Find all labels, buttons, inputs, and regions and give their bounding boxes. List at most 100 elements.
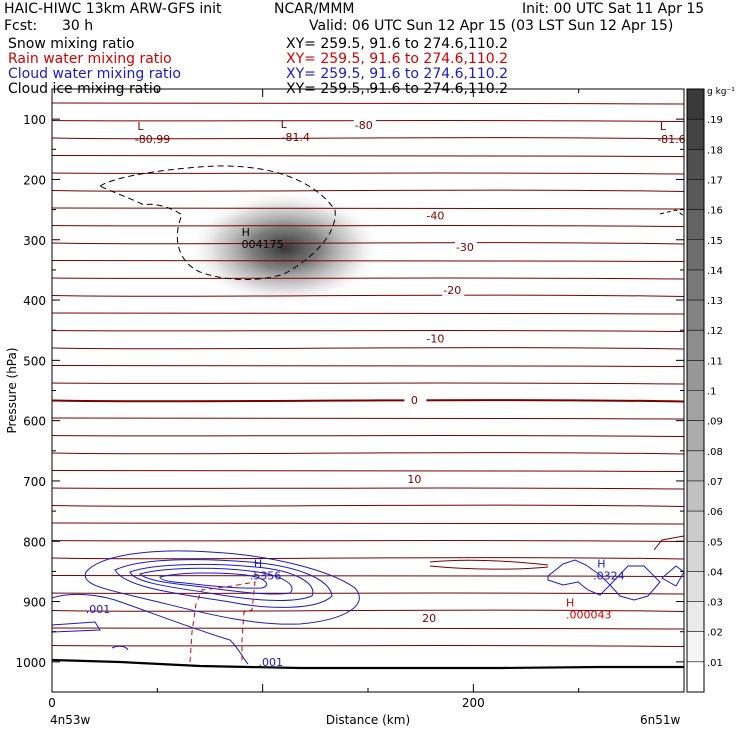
snow-contour-edge	[659, 209, 685, 217]
colorbar-tick-label: .09	[707, 417, 723, 428]
temperature-contour	[51, 347, 685, 350]
cloud-water-max-marker: H	[254, 557, 262, 570]
temperature-label-bg	[425, 332, 448, 345]
colorbar-swatch	[687, 330, 704, 361]
temperature-contour	[51, 434, 685, 437]
cloud-water-label: .001	[86, 603, 111, 616]
field-cloudwater-name: Cloud water mixing ratio	[8, 66, 181, 82]
colorbar-swatch	[687, 571, 704, 602]
cloud-water-max-value: .0324	[593, 569, 625, 582]
x-end-label-right: 6n51w	[640, 713, 681, 727]
temperature-contour	[51, 627, 685, 630]
field-snow-name: Snow mixing ratio	[8, 36, 135, 52]
temperature-label-bg	[419, 611, 442, 624]
temperature-contour	[51, 609, 685, 612]
temperature-contour	[51, 470, 685, 472]
temperature-label: 20	[422, 612, 436, 625]
field-snow-xy: XY= 259.5, 91.6 to 274.6,110.2	[286, 36, 509, 52]
low-value: -81.4	[281, 131, 309, 144]
temperature-label-bg	[442, 283, 465, 296]
cloud-ice-shading-blob	[187, 190, 383, 306]
temperature-contour	[51, 294, 685, 297]
cloud-water-contour-base	[51, 593, 249, 665]
temperature-contour	[51, 504, 685, 507]
temperature-contour	[51, 207, 685, 210]
temperature-label-bg	[454, 240, 477, 253]
cloud-water-contour	[159, 572, 268, 589]
temperature-contour	[51, 592, 685, 595]
snow-contours	[98, 165, 685, 280]
temperature-contour	[51, 399, 685, 403]
colorbar: .01 .02 .03 .04 .05 .06 .07 .08 .09 .1 .11 .12 .13 .1…	[686, 87, 735, 693]
temperature-contour	[51, 312, 685, 315]
temperature-label: 0	[411, 394, 418, 407]
temperature-contour	[51, 487, 685, 490]
colorbar-tick-label: .1	[707, 387, 717, 398]
temperature-label: -20	[443, 284, 461, 297]
y-axis-label: Pressure (hPa)	[5, 347, 19, 433]
temperature-contour	[51, 260, 685, 262]
colorbar-tick-label: .17	[707, 175, 723, 186]
colorbar-tick-label: .05	[707, 537, 723, 548]
temperature-contour	[51, 539, 685, 542]
model-title: HAIC-HIWC 13km ARW-GFS init	[4, 1, 222, 17]
cloud-ice-max-marker: H	[242, 226, 250, 239]
cloud-water-contour-right	[547, 559, 611, 596]
field-rain-name: Rain water mixing ratio	[8, 51, 172, 67]
terrain-surface	[51, 658, 684, 670]
temperature-contour	[51, 137, 685, 140]
cloud-ice-max-value: 004175	[242, 238, 284, 251]
cloud-water-contour-blob	[111, 645, 129, 651]
colorbar-tick-label: .07	[707, 477, 723, 488]
y-tick-label: 300	[23, 234, 46, 248]
temperature-contour	[51, 644, 685, 647]
temperature-contour	[51, 575, 685, 577]
cloud-water-label: .001	[258, 656, 283, 669]
cloud-water-contour	[139, 567, 293, 595]
cloud-water-contour	[129, 563, 314, 601]
temperature-contour	[51, 155, 685, 157]
temperature-contour	[51, 365, 685, 367]
snow-contour	[98, 165, 336, 280]
cloud-water-contour	[114, 559, 333, 608]
init-time: Init: 00 UTC Sat 11 Apr 15	[522, 1, 705, 17]
org-label: NCAR/MMM	[274, 1, 355, 17]
y-tick-label: 700	[23, 475, 46, 489]
colorbar-unit: g kg⁻¹	[707, 87, 735, 97]
colorbar-swatch	[687, 149, 704, 180]
y-tick-label: 1000	[15, 656, 46, 670]
temperature-contour	[51, 452, 685, 455]
cloud-water-contour-right2	[609, 565, 661, 601]
temperature-contour	[51, 329, 685, 332]
colorbar-swatch	[687, 179, 704, 210]
low-marker: L	[660, 120, 667, 133]
y-tick-label: 500	[23, 354, 46, 368]
colorbar-tick-label: .16	[707, 206, 723, 217]
colorbar-tick-label: .03	[707, 598, 723, 609]
plot-frame	[51, 88, 685, 693]
temperature-contour	[51, 172, 685, 175]
temperature-contour-closed	[429, 565, 549, 570]
temperature-label-bg	[425, 209, 448, 222]
x-axis-label: Distance (km)	[326, 713, 410, 727]
colorbar-tick-label: .18	[707, 145, 723, 156]
y-tick-label: 100	[23, 113, 46, 127]
colorbar-swatch	[687, 450, 704, 481]
temperature-contour	[51, 189, 685, 192]
cloud-water-contour	[84, 550, 360, 625]
y-tick-label: 400	[23, 294, 46, 308]
x-end-label-left: 4n53w	[50, 713, 91, 727]
colorbar-tick-label: .13	[707, 296, 723, 307]
temperature-label: -30	[456, 241, 474, 254]
colorbar-swatch	[687, 269, 704, 301]
temperature-label-bg	[404, 473, 427, 486]
temperature-contour	[51, 119, 685, 122]
forecast-hours: 30 h	[62, 18, 94, 34]
colorbar-tick-label: .11	[707, 356, 723, 367]
cloud-water-max-marker: H	[597, 557, 605, 570]
colorbar-swatch	[687, 541, 704, 572]
colorbar-swatch	[687, 239, 704, 270]
temperature-contour	[51, 417, 685, 420]
rain-water-max-marker: H	[566, 597, 574, 610]
